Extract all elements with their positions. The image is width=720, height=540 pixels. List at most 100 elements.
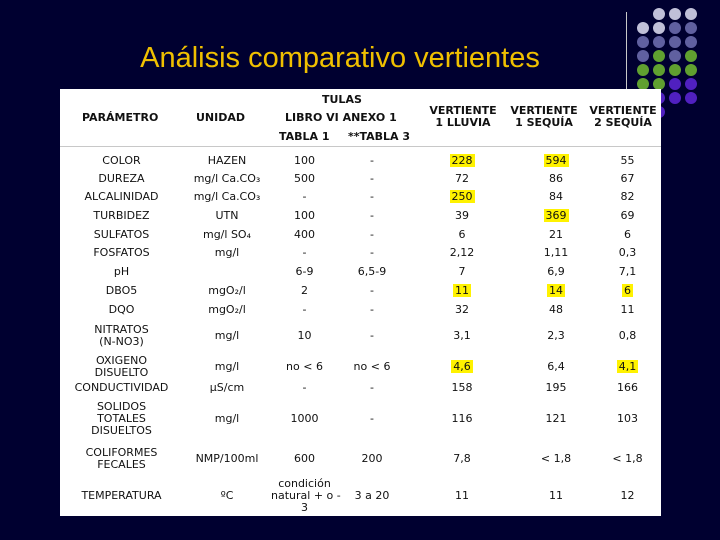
unit-cell-line: µS/cm: [209, 381, 245, 394]
v1-sequia-cell: 48: [518, 301, 594, 319]
tabla3-cell-line: 3 a 20: [354, 489, 390, 502]
v1-sequia-cell: 11: [518, 477, 594, 515]
param-cell: DUREZA: [60, 170, 183, 188]
unit-cell: µS/cm: [183, 379, 271, 397]
tabla1-cell-line: condición: [278, 477, 331, 490]
tabla1-cell: condición natural + o -3: [271, 477, 341, 515]
param-cell-line: FOSFATOS: [93, 246, 150, 259]
v2-sequia-cell-value: 67: [620, 172, 635, 185]
tabla1-cell-line: 500: [294, 172, 315, 185]
param-cell: pH: [60, 263, 183, 281]
header-parametro: PARÁMETRO: [82, 111, 159, 124]
tabla1-cell-line: 100: [294, 209, 315, 222]
unit-cell: NMP/100ml: [183, 441, 271, 477]
tabla1-cell-line: 6-9: [295, 265, 314, 278]
v1-sequia-cell-value: 195: [545, 381, 567, 394]
tabla1-cell: no < 6: [271, 354, 338, 380]
title-divider-line: [626, 12, 627, 102]
v2-sequia-cell: 4,1: [594, 354, 661, 380]
v1-sequia-cell: 84: [518, 188, 594, 206]
v1-sequia-cell-value: 2,3: [547, 329, 565, 342]
unit-cell-line: mg/l: [214, 329, 240, 342]
param-cell: COLOR: [60, 152, 183, 170]
param-cell: TEMPERATURA: [60, 477, 183, 515]
tabla3-cell: 6,5-9: [338, 263, 406, 281]
v2-sequia-cell-value: 6: [624, 228, 631, 241]
unit-cell-line: mg/l: [214, 246, 240, 259]
tabla3-cell: 3 a 20: [338, 477, 406, 515]
tabla1-cell-line: -: [302, 303, 307, 316]
param-cell: CONDUCTIVIDAD: [60, 379, 183, 397]
header-libro-anexo: LIBRO VI ANEXO 1: [285, 111, 397, 124]
tabla1-cell-line: 3: [301, 501, 308, 514]
param-cell-line: SULFATOS: [93, 228, 150, 241]
v1-lluvia-cell-value: 39: [455, 209, 469, 222]
v1-lluvia-cell-value: 250: [449, 190, 475, 203]
param-cell-line: FECALES: [97, 458, 146, 471]
v2-sequia-cell: 103: [594, 397, 661, 441]
tabla3-cell: no < 6: [338, 354, 406, 380]
param-cell-line: CONDUCTIVIDAD: [74, 381, 169, 394]
tabla3-cell-line: -: [370, 154, 374, 167]
v1-sequia-cell-value: 121: [545, 412, 567, 425]
param-cell-line: DUREZA: [98, 172, 145, 185]
param-cell-line: ALCALINIDAD: [84, 190, 159, 203]
tabla1-cell: 6-9: [271, 263, 338, 281]
v1-sequia-cell-value: 84: [549, 190, 563, 203]
header-vertiente-1-lluvia: VERTIENTE 1 LLUVIA: [429, 104, 497, 129]
v2-sequia-cell-value: 7,1: [618, 265, 637, 278]
v1-sequia-cell-value: 86: [549, 172, 563, 185]
v1-sequia-cell: 594: [518, 152, 594, 170]
v1-lluvia-cell-value: 2,12: [449, 246, 475, 259]
v1-sequia-cell-value: 594: [543, 154, 569, 167]
decorative-dot: [653, 78, 665, 90]
decorative-dot: [669, 64, 681, 76]
param-cell: ALCALINIDAD: [60, 188, 183, 206]
unit-cell-line: UTN: [215, 209, 239, 222]
decorative-dot: [669, 78, 681, 90]
tabla3-cell: -: [338, 188, 406, 206]
unit-cell: mgO₂/l: [183, 282, 271, 300]
param-cell-line: TOTALES: [97, 412, 146, 425]
param-cell-line: SOLIDOS: [96, 400, 147, 413]
v1-lluvia-cell-value: 11: [453, 284, 471, 297]
v1-lluvia-cell-value: 32: [455, 303, 469, 316]
param-cell-line: DISUELTO: [94, 366, 149, 379]
tabla3-cell-line: -: [370, 412, 374, 425]
param-cell: DQO: [60, 301, 183, 319]
decorative-dot: [637, 78, 649, 90]
tabla1-cell-line: natural + o -: [271, 489, 341, 502]
v2-sequia-cell: 0,3: [594, 244, 661, 262]
v1-lluvia-cell: 4,6: [406, 354, 518, 380]
v2-sequia-cell: 82: [594, 188, 661, 206]
decorative-dot: [685, 22, 697, 34]
v2-sequia-cell: 6: [594, 226, 661, 244]
param-cell-line: OXIGENO: [95, 354, 148, 367]
tabla1-cell-line: 600: [294, 452, 315, 465]
unit-cell: [183, 263, 271, 281]
tabla3-cell-line: -: [370, 209, 374, 222]
unit-cell: UTN: [183, 207, 271, 225]
header-vertiente-2-sequia: VERTIENTE 2 SEQUÍA: [589, 104, 657, 129]
slide-title: Análisis comparativo vertientes: [140, 42, 540, 74]
v1-sequia-cell: < 1,8: [518, 441, 594, 477]
v1-sequia-cell-value: 11: [549, 489, 563, 502]
unit-cell-line: mgO₂/l: [208, 303, 246, 316]
unit-cell: mg/l SO₄: [183, 226, 271, 244]
v2-sequia-cell-value: < 1,8: [612, 452, 643, 465]
v1-sequia-cell: 6,4: [518, 354, 594, 380]
unit-cell-line: mg/l Ca.CO₃: [193, 172, 261, 185]
unit-cell: mg/l: [183, 319, 271, 353]
v1-sequia-cell-value: 6,9: [547, 265, 565, 278]
v2-sequia-cell: 67: [594, 170, 661, 188]
unit-cell-line: ºC: [220, 489, 234, 502]
v1-lluvia-cell: 3,1: [406, 319, 518, 353]
param-cell-line: DQO: [108, 303, 135, 316]
v1-lluvia-cell: 116: [406, 397, 518, 441]
decorative-dot: [685, 92, 697, 104]
v1-sequia-cell: 1,11: [518, 244, 594, 262]
unit-cell-line: mg/l: [214, 360, 240, 373]
param-cell: NITRATOS (N-NO3): [60, 319, 183, 353]
v1-sequia-cell-value: 6,4: [547, 360, 565, 373]
v2-sequia-cell-value: 69: [620, 209, 635, 222]
